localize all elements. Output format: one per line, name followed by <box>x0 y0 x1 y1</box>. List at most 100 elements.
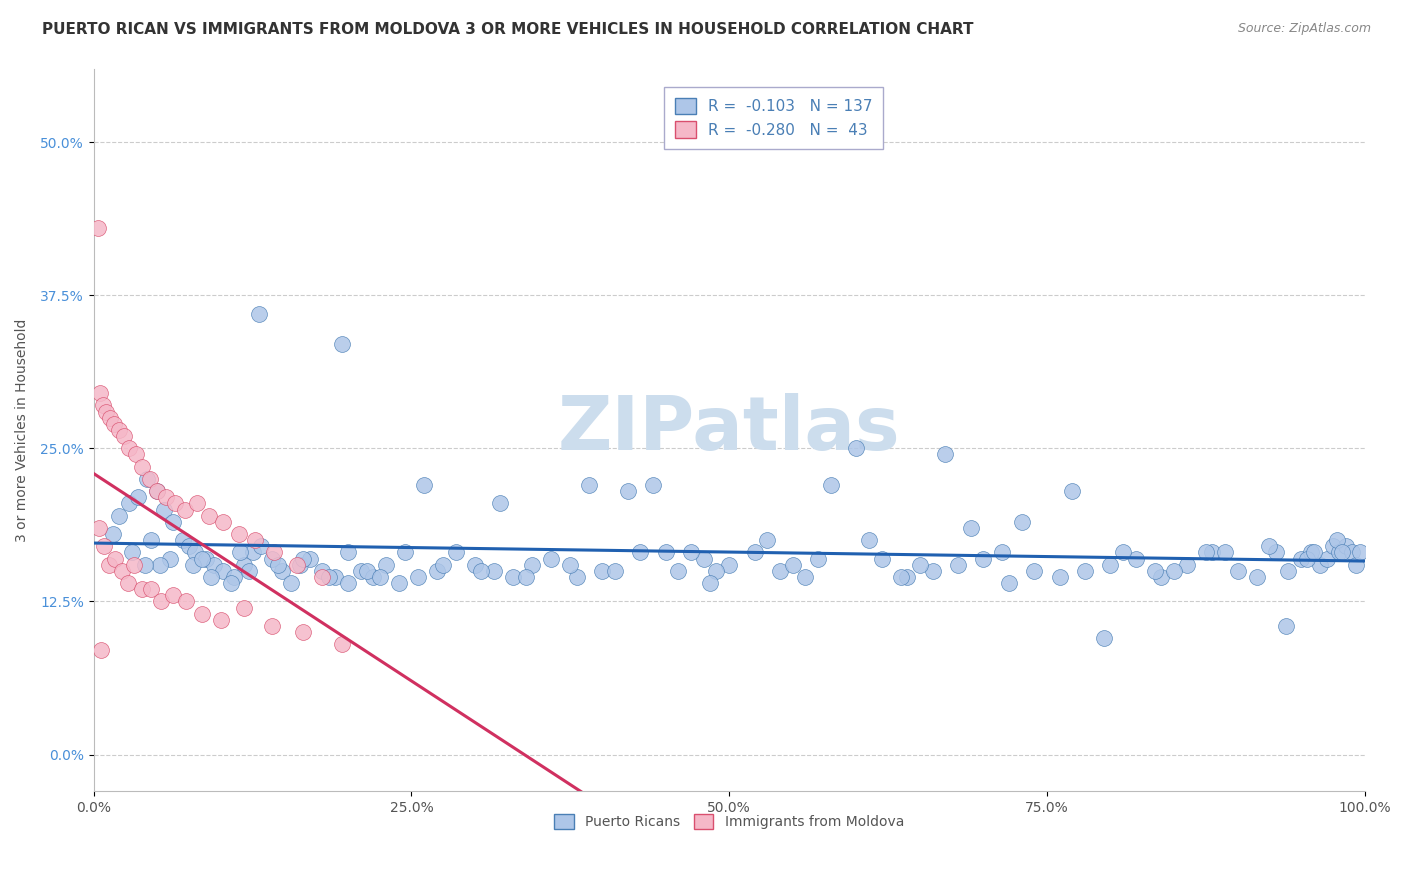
Point <box>1201 545 1223 559</box>
Point <box>101 527 124 541</box>
Point <box>232 600 254 615</box>
Point <box>336 576 359 591</box>
Point <box>228 527 250 541</box>
Point <box>184 545 207 559</box>
Point <box>146 484 169 499</box>
Point <box>1099 558 1122 572</box>
Point <box>1348 545 1371 559</box>
Point <box>470 564 492 578</box>
Point <box>560 558 582 572</box>
Point <box>222 570 245 584</box>
Point <box>1277 564 1299 578</box>
Text: ZIPatlas: ZIPatlas <box>558 393 900 467</box>
Point <box>298 551 321 566</box>
Point <box>204 558 226 572</box>
Point <box>1326 533 1348 548</box>
Point <box>375 558 398 572</box>
Point <box>890 570 912 584</box>
Point <box>165 496 187 510</box>
Point <box>413 478 436 492</box>
Point <box>693 551 716 566</box>
Point <box>845 442 868 456</box>
Point <box>363 570 385 584</box>
Point <box>1301 545 1323 559</box>
Point <box>131 582 153 596</box>
Text: Source: ZipAtlas.com: Source: ZipAtlas.com <box>1237 22 1371 36</box>
Point <box>285 558 308 572</box>
Point <box>744 545 766 559</box>
Point <box>103 417 125 431</box>
Point <box>318 570 340 584</box>
Point <box>666 564 689 578</box>
Point <box>870 551 893 566</box>
Point <box>212 515 235 529</box>
Point <box>565 570 588 584</box>
Text: PUERTO RICAN VS IMMIGRANTS FROM MOLDOVA 3 OR MORE VEHICLES IN HOUSEHOLD CORRELAT: PUERTO RICAN VS IMMIGRANTS FROM MOLDOVA … <box>42 22 974 37</box>
Point <box>1315 551 1337 566</box>
Point <box>356 564 378 578</box>
Point <box>136 472 159 486</box>
Point <box>1049 570 1071 584</box>
Point <box>229 545 252 559</box>
Point <box>311 570 333 584</box>
Point <box>270 564 292 578</box>
Point <box>794 570 817 584</box>
Point <box>238 564 260 578</box>
Point <box>186 496 208 510</box>
Point <box>349 564 371 578</box>
Legend: Puerto Ricans, Immigrants from Moldova: Puerto Ricans, Immigrants from Moldova <box>548 808 910 835</box>
Point <box>444 545 467 559</box>
Point <box>260 551 283 566</box>
Point <box>406 570 429 584</box>
Point <box>934 447 956 461</box>
Point <box>112 429 135 443</box>
Point <box>489 496 512 510</box>
Point <box>756 533 779 548</box>
Point <box>432 558 454 572</box>
Point <box>540 551 562 566</box>
Point <box>260 619 283 633</box>
Point <box>323 570 346 584</box>
Point <box>603 564 626 578</box>
Point <box>124 558 146 572</box>
Point <box>118 442 141 456</box>
Point <box>1341 545 1364 559</box>
Point <box>578 478 600 492</box>
Point <box>368 570 391 584</box>
Point <box>96 404 118 418</box>
Point <box>155 490 177 504</box>
Y-axis label: 3 or more Vehicles in Household: 3 or more Vehicles in Household <box>15 318 30 541</box>
Point <box>959 521 981 535</box>
Point <box>104 551 127 566</box>
Point <box>98 410 121 425</box>
Point <box>124 447 146 461</box>
Point <box>118 496 141 510</box>
Point <box>769 564 792 578</box>
Point <box>209 613 232 627</box>
Point <box>139 582 162 596</box>
Point <box>212 564 235 578</box>
Point <box>515 570 537 584</box>
Point <box>90 643 112 657</box>
Point <box>628 545 651 559</box>
Point <box>200 570 222 584</box>
Point <box>194 551 217 566</box>
Point <box>426 564 449 578</box>
Point <box>972 551 994 566</box>
Point <box>243 533 266 548</box>
Point <box>681 545 703 559</box>
Point <box>641 478 664 492</box>
Point <box>1024 564 1046 578</box>
Point <box>86 220 108 235</box>
Point <box>1011 515 1033 529</box>
Point <box>616 484 638 499</box>
Point <box>482 564 505 578</box>
Point <box>1092 631 1115 645</box>
Point <box>1062 484 1084 499</box>
Point <box>242 545 264 559</box>
Point <box>896 570 918 584</box>
Point <box>464 558 486 572</box>
Point <box>1246 570 1268 584</box>
Point <box>174 502 197 516</box>
Point <box>87 521 110 535</box>
